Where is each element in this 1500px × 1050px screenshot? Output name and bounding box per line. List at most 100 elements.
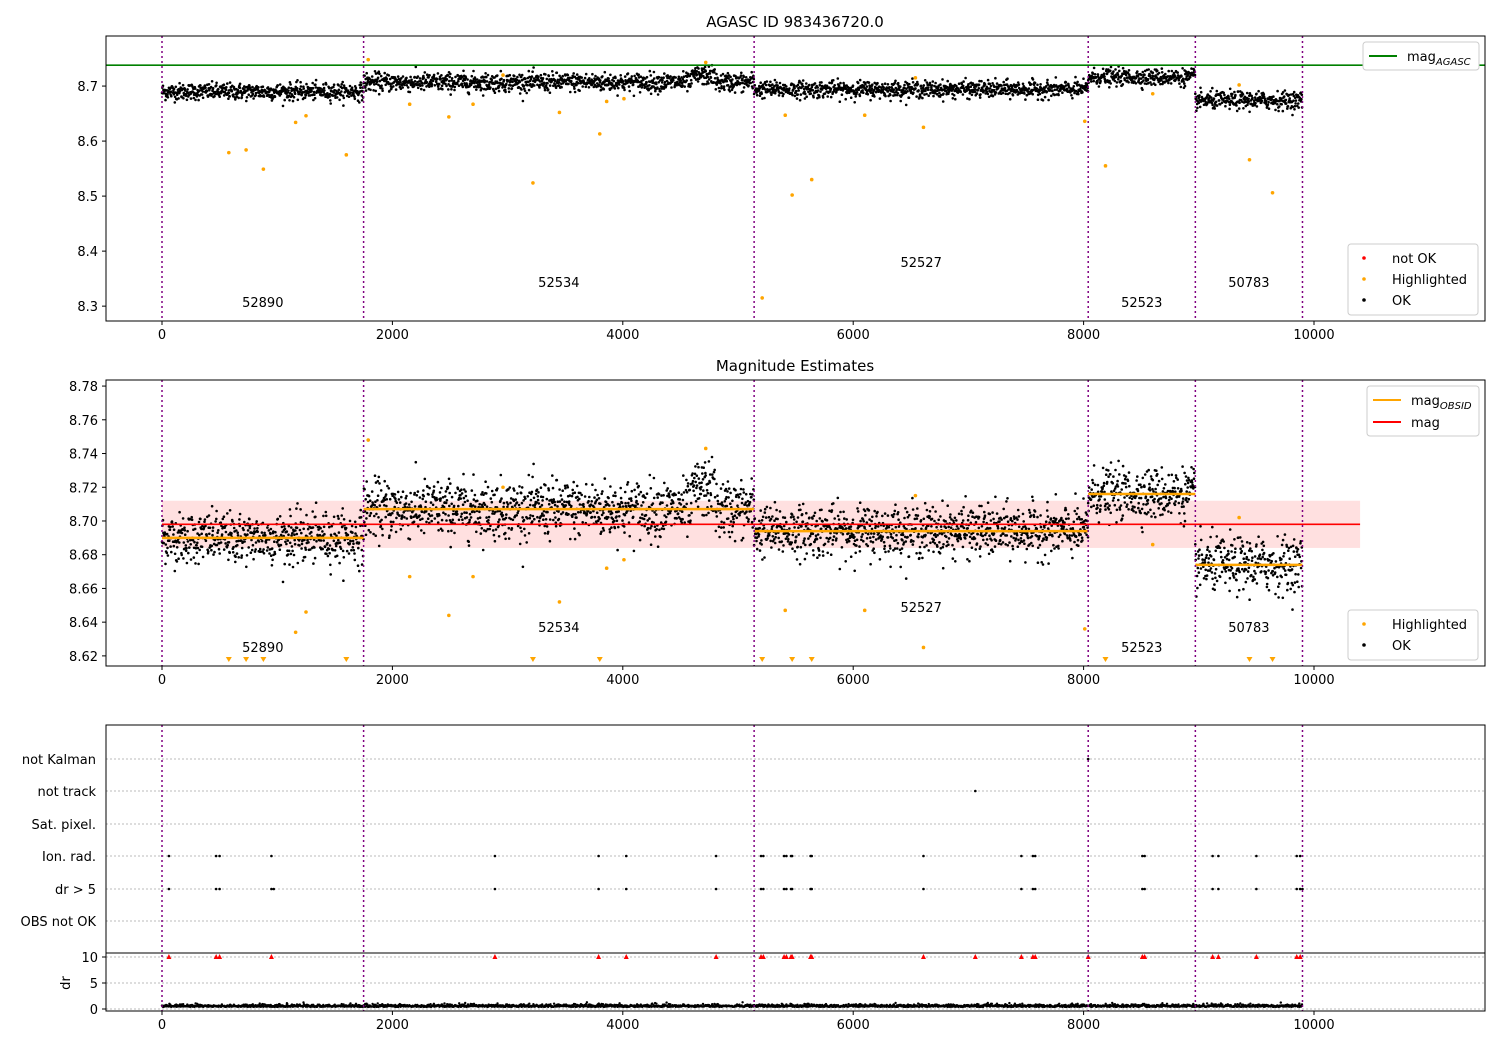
- ok-point: [865, 85, 869, 88]
- ok-point: [561, 489, 564, 493]
- ok-point: [536, 515, 539, 519]
- ok-point: [331, 94, 335, 97]
- ok-point: [378, 482, 381, 485]
- ok-point: [456, 74, 460, 77]
- ok-point: [527, 88, 531, 92]
- ok-point: [533, 517, 536, 521]
- ok-point: [450, 77, 454, 80]
- ok-point: [447, 529, 450, 533]
- ok-point: [978, 96, 982, 99]
- ok-point: [886, 83, 890, 86]
- ok-point: [515, 501, 519, 504]
- ok-point: [285, 542, 288, 546]
- ok-point: [561, 74, 564, 78]
- ok-point: [1118, 69, 1121, 73]
- ok-point: [720, 85, 723, 88]
- ok-point: [1283, 89, 1287, 92]
- ok-point: [719, 82, 722, 85]
- ok-point: [648, 84, 651, 87]
- ok-point: [770, 93, 773, 96]
- ok-point: [522, 518, 526, 522]
- ok-point: [455, 510, 459, 513]
- ok-point: [412, 85, 416, 88]
- ok-point: [526, 495, 530, 498]
- ok-point: [672, 78, 675, 82]
- ok-point: [1272, 95, 1275, 98]
- ok-point: [207, 550, 210, 553]
- ok-point: [1045, 90, 1049, 93]
- ok-point: [763, 96, 766, 100]
- ok-point: [428, 74, 431, 77]
- ok-point: [312, 562, 315, 565]
- ok-point: [236, 531, 239, 534]
- ok-point: [1211, 86, 1214, 90]
- ok-point: [295, 532, 299, 536]
- ok-point: [397, 80, 400, 84]
- ok-point: [218, 552, 221, 555]
- ok-point: [572, 72, 575, 75]
- ok-point: [332, 515, 336, 519]
- highlighted-point: [783, 113, 788, 118]
- ok-point: [1036, 83, 1039, 87]
- ok-point: [185, 546, 188, 550]
- ok-point: [414, 460, 418, 464]
- y-tick-label: 8.4: [77, 245, 98, 260]
- ok-point: [322, 514, 325, 518]
- ok-point: [1234, 93, 1237, 97]
- ok-point: [542, 518, 545, 521]
- ok-point: [1115, 81, 1119, 84]
- ok-point: [350, 86, 354, 89]
- legend-point-swatch: [1362, 298, 1366, 302]
- ok-point: [682, 70, 685, 73]
- ok-point: [295, 507, 298, 510]
- ok-point: [689, 519, 692, 522]
- ok-point: [1181, 67, 1184, 70]
- ok-point: [359, 86, 362, 89]
- ok-point: [621, 80, 625, 83]
- ok-point: [182, 91, 186, 95]
- ok-point: [590, 515, 594, 519]
- ok-point: [931, 80, 935, 83]
- ok-point: [975, 92, 979, 95]
- ok-point: [630, 489, 634, 493]
- ok-point: [616, 94, 619, 97]
- ok-point: [322, 539, 326, 542]
- ok-point: [713, 77, 717, 80]
- ok-point: [818, 95, 821, 99]
- ok-point: [788, 87, 791, 90]
- ok-point: [534, 492, 538, 496]
- ok-point: [1211, 103, 1214, 107]
- ok-point: [278, 548, 282, 551]
- ok-point: [527, 532, 531, 535]
- ok-point: [453, 88, 456, 92]
- ok-point: [180, 553, 183, 557]
- ok-point: [507, 90, 511, 94]
- highlighted-point: [501, 73, 505, 77]
- ok-point: [1276, 103, 1279, 106]
- ok-point: [590, 83, 594, 87]
- ok-point: [314, 83, 317, 86]
- ok-point: [693, 494, 696, 497]
- ok-point: [722, 80, 725, 84]
- ok-point: [713, 68, 716, 71]
- ok-point: [215, 81, 218, 85]
- ok-point: [619, 74, 622, 77]
- ok-point: [281, 104, 285, 108]
- ok-point: [882, 86, 885, 89]
- ok-point: [291, 549, 294, 553]
- ok-point: [448, 75, 452, 79]
- ok-point: [1114, 75, 1118, 79]
- ok-point: [1238, 101, 1241, 104]
- ok-point: [589, 511, 592, 514]
- ok-point: [1182, 80, 1185, 83]
- ok-point: [165, 551, 169, 555]
- ok-point: [492, 89, 496, 92]
- ok-point: [1183, 82, 1186, 85]
- ok-point: [1260, 99, 1264, 103]
- ok-point: [502, 505, 505, 509]
- ok-point: [551, 474, 554, 477]
- ok-point: [1264, 99, 1268, 103]
- ok-point: [878, 97, 882, 100]
- ok-point: [493, 76, 496, 79]
- highlighted-point: [557, 110, 562, 115]
